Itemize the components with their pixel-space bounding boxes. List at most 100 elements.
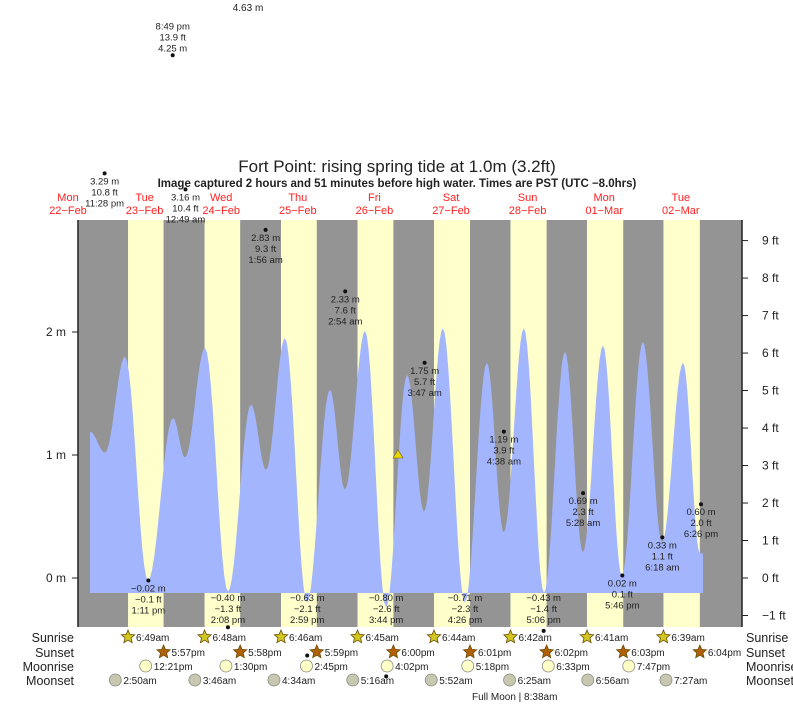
- sunset-icon: [385, 643, 402, 659]
- sunrise-time-label: 6:39am: [671, 633, 704, 644]
- day-name-label: Tue: [672, 192, 691, 204]
- extreme-time-label: 4:38 am: [487, 457, 521, 468]
- extreme-annotation: −0.63 m−2.1 ft2:59 pm: [290, 593, 325, 658]
- cutoff-extreme-label: 4.63 m: [233, 3, 264, 14]
- right-tick-label: 8 ft: [762, 271, 779, 285]
- extreme-time-label: 2:54 am: [328, 316, 362, 327]
- right-tick-label: 9 ft: [762, 234, 779, 248]
- left-tick-label: 2 m: [46, 325, 66, 339]
- row-label-sunrise-right: Sunrise: [746, 631, 788, 645]
- extreme-ft-label: −2.1 ft: [294, 604, 321, 615]
- extreme-dot: [263, 227, 268, 232]
- right-tick-label: 6 ft: [762, 346, 779, 360]
- extreme-time-label: 2:08 pm: [211, 615, 245, 626]
- extreme-time-label: 6:18 am: [645, 562, 679, 573]
- extreme-time-label: 11:28 pm: [85, 198, 124, 209]
- left-tick-label: 0 m: [46, 571, 66, 585]
- sunrise-icon: [426, 628, 442, 644]
- row-label-moonrise-right: Moonrise: [746, 660, 793, 674]
- sunset-icon: [539, 643, 555, 659]
- extreme-ft-label: −2.6 ft: [373, 604, 400, 615]
- sun-moon-events: 6:49am 6:48am 6:46am 6:45am 6:44am 6:42am 6:41…: [108, 628, 741, 687]
- moonset-icon: [188, 673, 202, 687]
- extreme-annotation: 2.83 m9.3 ft1:56 am: [248, 227, 283, 266]
- sunrise-icon: [579, 628, 595, 644]
- day-date-label: 25−Feb: [279, 205, 317, 217]
- moonset-time-label: 6:25am: [518, 676, 551, 687]
- right-tick-label: 5 ft: [762, 384, 779, 398]
- extreme-time-label: 3:44 pm: [369, 615, 403, 626]
- extreme-ft-label: 2.0 ft: [690, 518, 711, 529]
- moonrise-time-label: 7:47pm: [637, 662, 670, 673]
- sunset-time-label: 6:04pm: [708, 648, 741, 659]
- extreme-time-label: 4:26 pm: [448, 615, 482, 626]
- moonrise-icon: [139, 659, 153, 673]
- current-level-marker: [392, 449, 404, 459]
- extreme-annotation: 0.60 m2.0 ft6:26 pm: [684, 502, 718, 540]
- day-date-label: 27−Feb: [432, 205, 470, 217]
- moonrise-time-label: 4:02pm: [395, 662, 428, 673]
- extreme-dot: [660, 535, 665, 540]
- right-tick-label: 3 ft: [762, 459, 779, 473]
- moonset-icon: [503, 673, 516, 687]
- full-moon-label: Full Moon | 8:38am: [472, 692, 557, 703]
- moonset-icon: [346, 673, 360, 687]
- tide-curve-area: [90, 328, 703, 608]
- day-labels: Mon22−FebTue23−FebWed24−FebThu25−FebFri2…: [49, 192, 700, 217]
- day-name-label: Sat: [443, 192, 460, 204]
- moonset-icon: [581, 673, 595, 687]
- extreme-m-label: −0.71 m: [448, 593, 483, 604]
- sunrise-icon: [349, 628, 366, 644]
- extreme-dot: [581, 491, 586, 496]
- extreme-m-label: −0.40 m: [211, 593, 246, 604]
- moonset-time-label: 2:50am: [123, 676, 156, 687]
- extreme-dot: [170, 53, 175, 58]
- extreme-dot: [146, 578, 151, 583]
- extreme-m-label: 4.25 m: [158, 43, 187, 54]
- extreme-dot: [343, 289, 348, 294]
- sunrise-time-label: 6:41am: [595, 633, 628, 644]
- day-date-label: 26−Feb: [356, 205, 394, 217]
- moonset-time-label: 5:16am: [361, 676, 394, 687]
- extreme-ft-label: 3.9 ft: [493, 446, 514, 457]
- moonrise-icon: [461, 659, 475, 673]
- row-label-moonset: Moonset: [26, 674, 74, 688]
- sunrise-time-label: 6:45am: [366, 633, 399, 644]
- axes: 0 m 1 m 2 m −1 ft 0 ft 1 ft 2 ft 3 ft 4 ft 5 ft 6 …: [46, 220, 786, 627]
- moonrise-icon: [300, 659, 313, 673]
- right-tick-label: 7 ft: [762, 309, 779, 323]
- extreme-ft-label: 5.7 ft: [414, 377, 435, 388]
- sunset-icon: [692, 643, 708, 659]
- row-label-moonset-right: Moonset: [746, 674, 793, 688]
- extreme-time-label: 8:49 pm: [156, 21, 190, 32]
- sunrise-icon: [502, 628, 519, 644]
- sunset-time-label: 5:58pm: [248, 648, 281, 659]
- row-label-sunrise: Sunrise: [32, 631, 74, 645]
- extreme-m-label: 3.29 m: [90, 176, 119, 187]
- extreme-dot: [384, 674, 389, 679]
- day-date-label: 02−Mar: [662, 205, 700, 217]
- extreme-dot: [422, 360, 427, 365]
- extreme-dot: [305, 653, 310, 658]
- sunrise-icon: [120, 628, 136, 644]
- sunset-time-label: 5:57pm: [172, 648, 205, 659]
- sunrise-icon: [273, 628, 289, 644]
- sunrise-time-label: 6:48am: [213, 633, 246, 644]
- extreme-m-label: −0.43 m: [526, 593, 561, 604]
- sunrise-time-label: 6:44am: [442, 633, 475, 644]
- day-date-label: 28−Feb: [509, 205, 547, 217]
- moonset-icon: [659, 673, 673, 687]
- extreme-time-label: 2:59 pm: [290, 615, 324, 626]
- sunset-time-label: 6:02pm: [555, 648, 588, 659]
- moonset-icon: [267, 673, 281, 687]
- moonrise-time-label: 12:21pm: [154, 662, 193, 673]
- moonset-time-label: 3:46am: [203, 676, 236, 687]
- extreme-annotation: 0.02 m0.1 ft5:46 pm: [605, 573, 640, 612]
- day-name-label: Tue: [135, 192, 154, 204]
- sunset-icon: [615, 643, 631, 659]
- right-tick-label: 0 ft: [762, 571, 779, 585]
- sunrise-time-label: 6:49am: [136, 633, 169, 644]
- extreme-m-label: 1.75 m: [410, 366, 439, 377]
- extreme-dot: [541, 628, 546, 633]
